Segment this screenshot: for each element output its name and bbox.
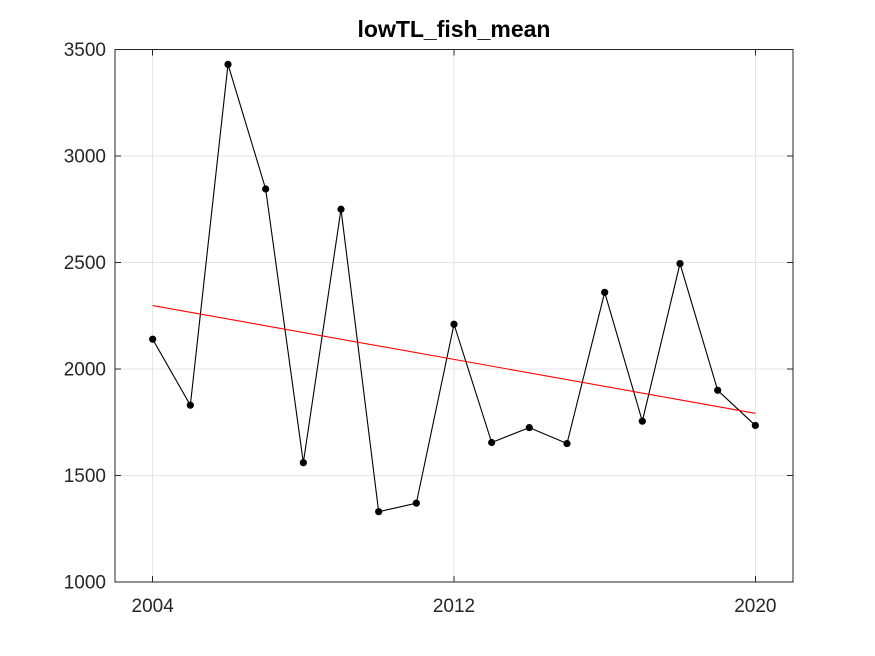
data-point-2007 (262, 185, 270, 193)
data-point-2018 (676, 259, 684, 268)
trend-line (152, 304, 756, 414)
data-point-2006 (224, 60, 232, 69)
data-point-2010 (375, 508, 383, 516)
y-tick-label: 3500 (64, 40, 106, 61)
data-point-2017 (638, 417, 646, 425)
x-tick-label: 2004 (132, 596, 175, 617)
data-point-2004 (149, 335, 157, 343)
x-tick-label: 2020 (734, 596, 776, 617)
y-tick-label: 1500 (64, 466, 106, 487)
y-tick-label: 2000 (64, 360, 106, 381)
y-tick-label: 1000 (64, 573, 106, 594)
data-point-2009 (337, 205, 345, 213)
data-point-2019 (714, 386, 722, 394)
y-tick-label: 2500 (64, 253, 106, 274)
data-point-2020 (751, 421, 759, 430)
data-point-2005 (186, 401, 194, 409)
y-tick-label: 3000 (64, 147, 106, 168)
data-point-2011 (412, 499, 420, 507)
data-point-2014 (525, 423, 533, 432)
x-tick-label: 2012 (433, 596, 475, 617)
data-point-2012 (450, 320, 458, 328)
data-point-2008 (299, 459, 307, 467)
data-point-2013 (488, 438, 496, 447)
data-point-2015 (563, 439, 571, 448)
chart-title: lowTL_fish_mean (357, 16, 551, 42)
data-point-2016 (601, 288, 609, 296)
